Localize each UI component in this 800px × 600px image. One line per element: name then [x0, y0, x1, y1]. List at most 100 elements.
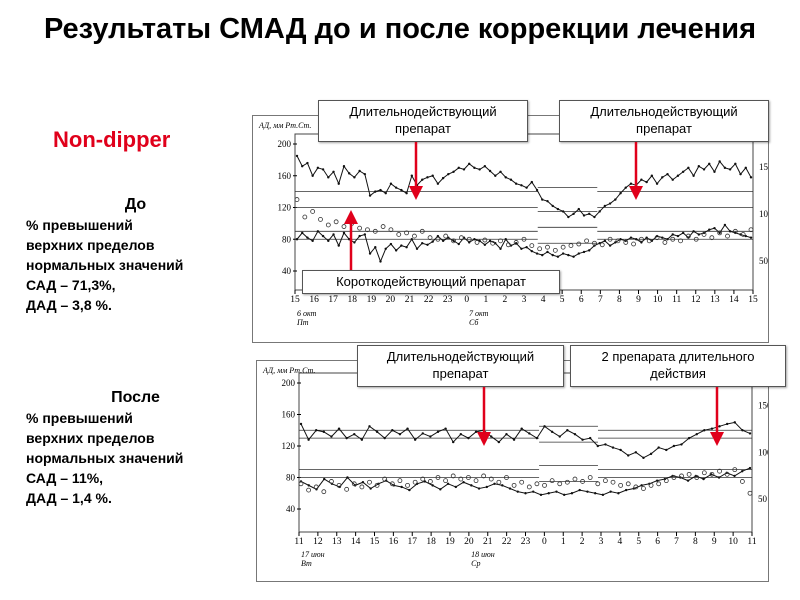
data-point: [315, 429, 318, 432]
right-tick-label: 100: [759, 209, 768, 219]
data-point: [543, 425, 546, 428]
day-label: Ср: [471, 559, 480, 568]
data-point: [431, 484, 434, 487]
data-point: [311, 174, 314, 177]
data-point: [421, 242, 424, 245]
data-point: [435, 475, 441, 480]
data-point: [550, 430, 554, 434]
data-point: [342, 165, 346, 168]
data-point: [514, 242, 518, 245]
data-point: [676, 174, 680, 177]
data-point: [349, 220, 355, 226]
data-point: [459, 432, 463, 436]
callout-long-acting-2: Длительнодействующий препарат: [559, 100, 769, 142]
data-point: [577, 252, 580, 255]
data-point: [535, 436, 539, 440]
data-point: [483, 165, 487, 168]
data-point: [327, 239, 330, 243]
data-point: [640, 484, 643, 487]
data-point: [610, 479, 616, 485]
data-point: [466, 475, 471, 480]
data-point: [363, 233, 367, 236]
x-tick-label: 21: [405, 295, 415, 305]
data-point: [654, 235, 660, 241]
data-point: [687, 166, 690, 170]
x-tick-label: 14: [729, 295, 739, 305]
data-point: [447, 172, 450, 176]
series-line: [300, 421, 751, 459]
data-point: [608, 244, 612, 247]
data-point: [617, 492, 620, 495]
data-point: [747, 490, 753, 496]
x-tick-label: 11: [294, 537, 303, 547]
chart-before: АД, мм Рт.Ст.408012016020050100150151617…: [252, 115, 773, 343]
data-point: [462, 168, 466, 171]
data-point: [739, 172, 742, 176]
data-point: [454, 485, 458, 489]
day-label: 18 июн: [471, 550, 495, 559]
data-point: [436, 234, 440, 238]
data-point: [549, 478, 555, 484]
data-point: [346, 476, 349, 479]
data-point: [624, 488, 628, 492]
data-point: [468, 241, 471, 244]
x-tick-label: 5: [560, 295, 565, 305]
x-tick-label: 11: [672, 295, 681, 305]
data-point: [337, 427, 341, 430]
data-point: [694, 475, 700, 480]
data-point: [584, 238, 590, 244]
data-point: [634, 238, 638, 241]
x-tick-label: 15: [748, 295, 758, 305]
data-point: [556, 207, 560, 211]
x-tick-label: 13: [332, 537, 342, 547]
data-point: [306, 236, 309, 239]
y-tick-label: 40: [286, 504, 296, 514]
x-tick-label: 21: [483, 537, 493, 547]
data-point: [374, 190, 377, 193]
data-point: [473, 478, 479, 484]
data-point: [717, 476, 721, 479]
x-tick-label: 23: [443, 295, 453, 305]
x-tick-label: 20: [386, 295, 396, 305]
data-point: [365, 227, 370, 233]
data-point: [496, 479, 502, 485]
data-point: [601, 493, 605, 497]
before-heading: До: [124, 196, 147, 213]
data-point: [525, 245, 528, 249]
data-point: [724, 471, 730, 477]
data-point: [603, 239, 607, 243]
data-point: [604, 443, 607, 446]
y-tick-label: 200: [282, 378, 296, 388]
x-tick-label: 4: [541, 295, 546, 305]
data-point: [723, 166, 727, 170]
data-point: [397, 478, 403, 484]
data-point: [634, 451, 638, 454]
data-point: [512, 438, 516, 441]
data-point: [490, 240, 496, 246]
data-point: [695, 432, 698, 436]
data-point: [744, 166, 747, 170]
data-point: [405, 192, 408, 195]
data-point: [420, 476, 426, 482]
data-point: [671, 475, 677, 480]
data-point: [368, 252, 372, 255]
data-point: [710, 473, 713, 476]
data-point: [457, 242, 460, 246]
data-point: [499, 170, 502, 173]
x-tick-label: 13: [710, 295, 720, 305]
data-point: [545, 244, 550, 250]
data-point: [306, 487, 312, 493]
data-point: [567, 253, 570, 257]
data-point: [615, 238, 621, 244]
data-point: [640, 178, 643, 181]
x-tick-label: 22: [502, 537, 512, 547]
after-text: % превышений верхних пределов нормальных…: [26, 410, 184, 506]
data-point: [488, 476, 494, 482]
x-tick-label: 18: [348, 295, 358, 305]
data-point: [415, 184, 419, 187]
data-point: [663, 478, 669, 484]
data-point: [686, 471, 692, 477]
x-tick-label: 2: [580, 537, 585, 547]
data-point: [572, 476, 578, 482]
data-point: [358, 234, 361, 238]
